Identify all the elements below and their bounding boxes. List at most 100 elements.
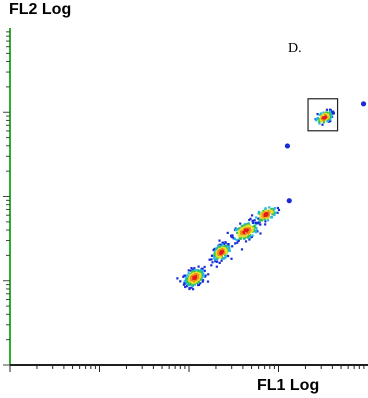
event-dot: [323, 116, 326, 119]
event-dot: [237, 239, 240, 242]
event-dot: [223, 245, 226, 248]
event-dot: [213, 252, 216, 255]
event-dot: [243, 230, 246, 234]
event-dot: [226, 231, 229, 234]
event-dot: [268, 206, 271, 209]
event-dot: [316, 116, 319, 120]
event-dot: [249, 236, 252, 239]
event-dot: [194, 278, 198, 282]
event-dot: [251, 234, 254, 237]
event-dot: [251, 214, 254, 217]
outlier-dot: [360, 101, 367, 107]
event-dot: [228, 249, 231, 252]
gate-d-label: D.: [288, 41, 302, 56]
event-dot: [320, 120, 323, 123]
outlier-dot: [286, 198, 292, 204]
event-dot: [214, 260, 217, 263]
event-dot: [248, 227, 251, 230]
event-dot: [194, 275, 197, 278]
event-dot: [267, 210, 270, 213]
event-dot: [325, 108, 328, 111]
event-dot: [221, 243, 224, 246]
event-dot: [257, 212, 260, 215]
event-dot: [244, 225, 247, 229]
event-dot: [318, 118, 321, 121]
event-dot: [202, 279, 205, 282]
event-dot: [216, 260, 219, 263]
event-dot: [206, 280, 210, 283]
event-dot: [248, 218, 251, 222]
gate-box: [307, 98, 339, 132]
event-dot: [253, 219, 256, 222]
event-dots: [176, 101, 367, 291]
event-dot: [251, 219, 254, 222]
event-dot: [190, 286, 193, 289]
event-dot: [260, 212, 263, 215]
event-dot: [241, 228, 244, 231]
event-dot: [215, 265, 218, 268]
event-dot: [213, 253, 217, 256]
event-dot: [255, 228, 258, 231]
event-dot: [244, 240, 248, 243]
event-dot: [239, 222, 242, 225]
event-dot: [254, 223, 257, 226]
event-dot: [189, 269, 192, 272]
event-dot: [190, 279, 193, 282]
event-dot: [327, 117, 330, 121]
event-dot: [264, 223, 267, 226]
event-dot: [276, 211, 279, 214]
event-dot: [211, 254, 214, 257]
event-dot: [250, 225, 253, 228]
event-dot: [216, 245, 220, 248]
event-dot: [249, 217, 252, 220]
event-dot: [330, 116, 333, 119]
event-dot: [240, 233, 243, 236]
event-dot: [185, 274, 189, 277]
event-dot: [223, 243, 226, 246]
event-dot: [194, 269, 197, 272]
event-dot: [236, 241, 239, 244]
event-dot: [183, 274, 186, 277]
event-dot: [185, 285, 188, 288]
event-dot: [332, 112, 335, 115]
event-dot: [263, 211, 266, 214]
event-dot: [271, 211, 274, 214]
event-dot: [235, 238, 238, 241]
event-dot: [224, 253, 227, 256]
event-dot: [255, 216, 258, 219]
event-dot: [214, 250, 217, 253]
event-dot: [220, 251, 223, 254]
event-dot: [227, 245, 230, 248]
event-dot: [202, 275, 205, 278]
event-dot: [224, 241, 227, 244]
event-dot: [273, 213, 276, 217]
event-dot: [329, 109, 332, 112]
event-dot: [201, 272, 204, 275]
event-dot: [318, 119, 321, 122]
event-dot: [247, 227, 250, 230]
event-dot: [328, 110, 332, 113]
event-dot: [259, 216, 262, 219]
event-dot: [321, 114, 324, 117]
event-dot: [183, 280, 186, 283]
event-dot: [245, 229, 248, 232]
event-dot: [184, 274, 187, 277]
event-dot: [247, 233, 250, 237]
event-dot: [192, 288, 195, 291]
event-dot: [256, 221, 259, 225]
event-dot: [259, 232, 262, 235]
event-dot: [257, 210, 261, 213]
event-dot: [315, 119, 318, 122]
event-dot: [262, 210, 266, 213]
event-dot: [277, 208, 281, 211]
event-dot: [267, 214, 270, 217]
event-dot: [236, 231, 239, 234]
event-dot: [210, 258, 213, 261]
plot-axes: [9, 28, 368, 366]
event-dot: [227, 248, 230, 252]
event-dot: [251, 221, 254, 224]
event-dot: [319, 118, 322, 122]
event-dot: [330, 110, 333, 113]
event-dot: [187, 272, 190, 275]
